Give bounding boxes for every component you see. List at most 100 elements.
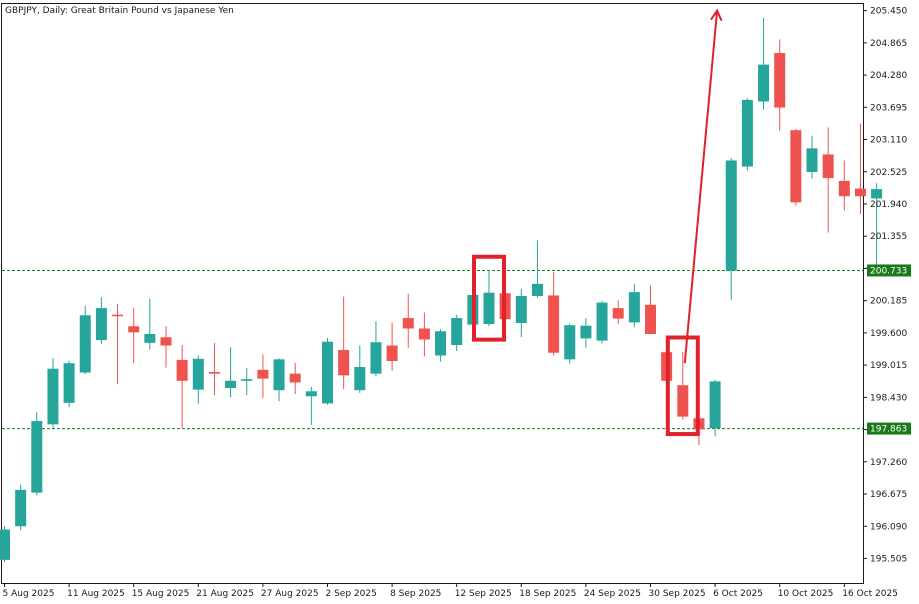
candle-body — [564, 325, 576, 360]
candle-body — [354, 367, 366, 391]
x-tick-label: 30 Sep 2025 — [649, 589, 706, 599]
candle — [709, 379, 721, 437]
candle-body — [725, 160, 737, 271]
candle-body — [418, 328, 430, 340]
candle — [515, 288, 527, 338]
annotations — [472, 8, 723, 437]
candle-body — [15, 489, 27, 527]
candle-body — [483, 292, 495, 325]
candle-body — [208, 372, 220, 374]
candle-body — [612, 308, 624, 319]
y-tick-label: 201.355 — [870, 232, 907, 242]
candle-body — [31, 421, 43, 493]
candle — [95, 297, 107, 344]
candle-body — [192, 358, 204, 390]
y-tick-label: 200.185 — [870, 297, 907, 307]
y-tick-label: 198.430 — [870, 393, 907, 403]
trend-arrow-line — [683, 10, 719, 364]
trend-arrow-head — [710, 8, 723, 22]
candle — [192, 355, 204, 404]
x-axis: 5 Aug 2025 11 Aug 2025 15 Aug 2025 21 Aug 2… — [3, 583, 898, 599]
candles — [0, 17, 883, 563]
candle-body — [451, 318, 463, 346]
candle-body — [386, 345, 398, 361]
candle-body — [628, 292, 640, 323]
candle — [580, 318, 592, 348]
candle — [435, 329, 447, 362]
candle-body — [838, 180, 850, 197]
candle-body — [402, 318, 414, 329]
candle — [628, 283, 640, 328]
candle — [677, 352, 689, 420]
y-tick-label: 199.015 — [870, 361, 907, 371]
candle — [758, 17, 770, 110]
candle-body — [338, 349, 350, 376]
x-tick-label: 24 Sep 2025 — [584, 589, 641, 599]
candle-body — [822, 154, 834, 179]
candle-body — [144, 333, 156, 343]
candle-body — [225, 380, 237, 388]
y-tick-label: 201.940 — [870, 200, 907, 210]
plot-frame — [1, 3, 864, 584]
level-badge — [867, 264, 911, 277]
level-badge-label: 197.863 — [870, 425, 907, 435]
x-tick-label: 11 Aug 2025 — [67, 589, 125, 599]
candle — [176, 345, 188, 428]
candle — [838, 160, 850, 211]
candle-body — [79, 315, 91, 373]
candle — [63, 360, 75, 408]
y-tick-label: 195.505 — [870, 554, 907, 564]
candle-body — [871, 189, 883, 199]
candle — [31, 412, 43, 496]
y-tick-label: 196.090 — [870, 522, 907, 532]
candle-body — [790, 130, 802, 203]
candle-body — [806, 148, 818, 173]
highlight-box — [472, 254, 506, 342]
candle-body — [854, 188, 866, 197]
y-tick-label: 204.865 — [870, 39, 907, 49]
candle — [822, 127, 834, 233]
candle — [645, 285, 656, 334]
candle-body — [580, 325, 592, 339]
candle — [596, 300, 608, 344]
candle — [790, 129, 802, 206]
y-tick-label: 196.675 — [870, 490, 907, 500]
candle — [725, 158, 737, 300]
candle-body — [241, 379, 253, 381]
x-tick-label: 8 Sep 2025 — [390, 589, 441, 599]
candle — [531, 240, 543, 298]
candle — [774, 39, 786, 131]
candle — [47, 358, 59, 430]
candle-body — [435, 331, 447, 356]
candle — [451, 314, 463, 352]
horizontal-levels — [2, 269, 863, 430]
candle — [160, 326, 172, 368]
candle-body — [47, 368, 59, 425]
candle-body — [257, 369, 269, 379]
candle-body — [0, 529, 10, 560]
candle-body — [531, 283, 543, 296]
candle — [128, 308, 140, 364]
chart-title: GBPJPY, Daily: Great Britain Pound vs Ja… — [5, 6, 234, 16]
x-tick-label: 12 Sep 2025 — [455, 589, 512, 599]
candle — [289, 362, 301, 395]
candle-body — [645, 304, 656, 334]
candle — [741, 98, 753, 171]
candle-body — [112, 314, 124, 317]
candle — [548, 271, 560, 356]
y-axis: 205.450 204.865 204.280 203.695 203.110 202.5… — [863, 7, 911, 564]
candle-body — [774, 53, 786, 108]
x-tick-label: 21 Aug 2025 — [196, 589, 254, 599]
level-badge-label: 200.733 — [870, 266, 907, 276]
candle — [322, 337, 333, 405]
candle-body — [176, 359, 188, 381]
candle — [241, 368, 253, 396]
y-tick-label: 202.525 — [870, 168, 907, 178]
candle — [225, 347, 237, 398]
level-badge — [867, 422, 911, 435]
candle — [564, 323, 576, 364]
candle — [386, 322, 398, 371]
candle-body — [515, 295, 527, 323]
y-tick-label: 203.695 — [870, 103, 907, 113]
